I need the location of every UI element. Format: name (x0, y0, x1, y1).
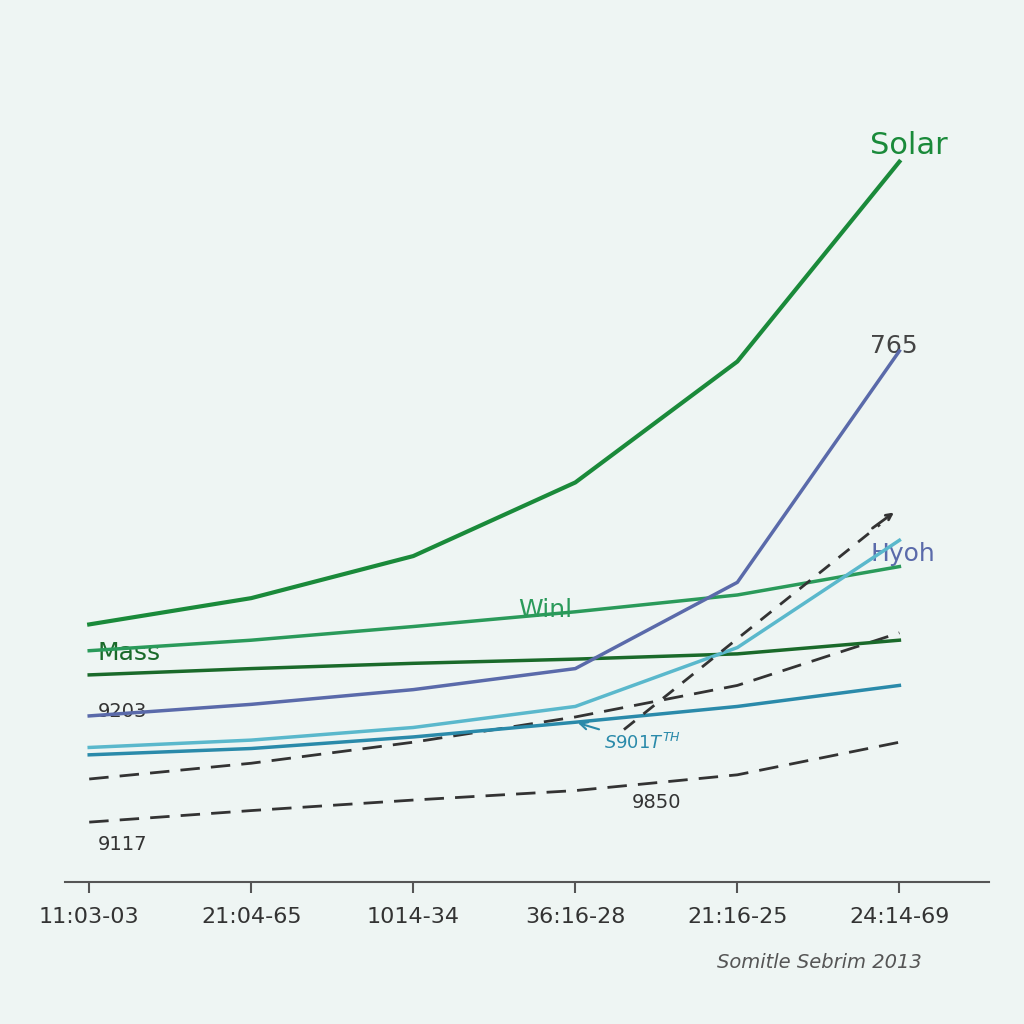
Text: 765: 765 (870, 334, 918, 357)
Text: 9203: 9203 (97, 702, 146, 721)
Text: 9850: 9850 (632, 793, 682, 812)
Text: $S901T^{TH}$: $S901T^{TH}$ (581, 722, 681, 753)
Text: 9117: 9117 (97, 835, 146, 854)
Text: Mass: Mass (97, 641, 161, 666)
Text: Somitle Sebrim 2013: Somitle Sebrim 2013 (717, 952, 922, 972)
Text: Solar: Solar (870, 131, 948, 160)
Text: Hyoh: Hyoh (870, 543, 935, 566)
Text: Winl: Winl (518, 598, 572, 623)
